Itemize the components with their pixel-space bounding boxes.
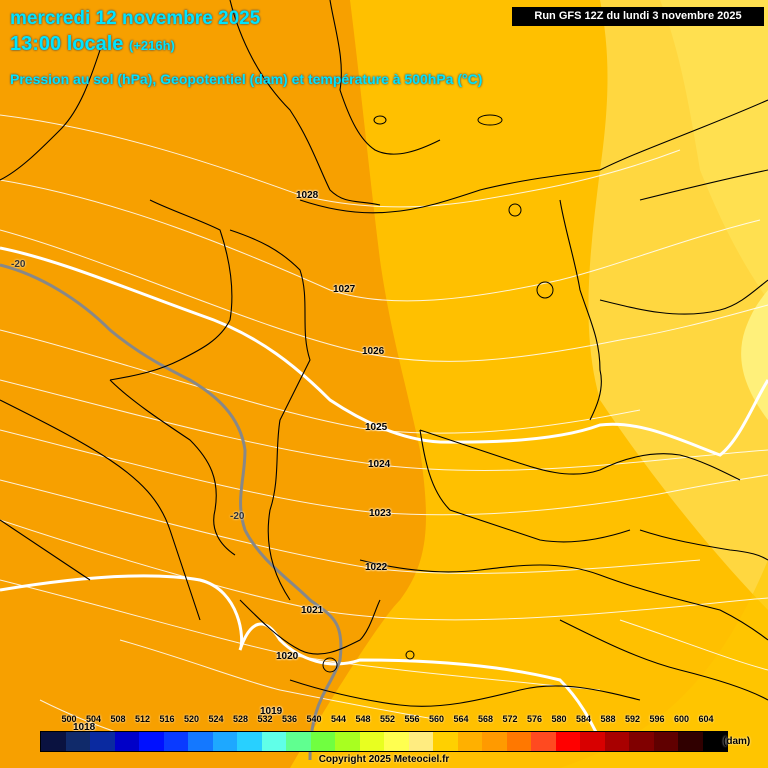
run-label: Run GFS 12Z du lundi 3 novembre 2025 [512, 7, 764, 26]
isobar-label: 1024 [368, 459, 391, 470]
scale-swatch [457, 732, 482, 751]
isobar-label: 1028 [296, 190, 319, 201]
scale-value: 532 [257, 714, 273, 724]
scale-swatch [629, 732, 654, 751]
scale-swatch [65, 732, 90, 751]
scale-value: 604 [698, 714, 714, 724]
temperature-label: -20 [230, 511, 245, 522]
scale-value: 508 [110, 714, 126, 724]
scale-value: 592 [624, 714, 641, 724]
scale-value: 584 [575, 714, 592, 724]
scale-value: 516 [159, 714, 175, 724]
scale-value: 528 [232, 714, 249, 724]
scale-value: 596 [649, 714, 665, 724]
scale-value: 512 [134, 714, 151, 724]
scale-value: 600 [673, 714, 690, 724]
scale-value: 588 [600, 714, 616, 724]
scale-swatch [384, 732, 409, 751]
scale-swatch [237, 732, 262, 751]
scale-swatch [335, 732, 360, 751]
scale-swatch [678, 732, 703, 751]
scale-unit: (dam) [723, 736, 751, 747]
scale-labels: 500 504 508 512 516 520 524 528 532 536 540 544 548 5… [0, 714, 768, 726]
scale-swatch [555, 732, 580, 751]
scale-swatch [531, 732, 556, 751]
scale-value: 580 [551, 714, 567, 724]
isotherm-white-south [0, 574, 602, 741]
scale-value: 500 [61, 714, 77, 724]
isobar-label: 1026 [362, 346, 385, 357]
isobar-label: 1018 [73, 722, 96, 733]
scale-swatch [702, 732, 727, 751]
scale-value: 552 [379, 714, 396, 724]
scale-swatch [286, 732, 311, 751]
scale-swatch [212, 732, 237, 751]
temperature-line [0, 263, 343, 761]
scale-swatch [114, 732, 139, 751]
scale-swatch [261, 732, 286, 751]
isobar-label: 1025 [365, 422, 388, 433]
scale-value: 560 [428, 714, 445, 724]
scale-value: 576 [526, 714, 543, 724]
forecast-date: mercredi 12 novembre 2025 [10, 8, 261, 29]
isobar-label: 1020 [276, 651, 299, 662]
scale-swatch [163, 732, 188, 751]
isobar-label: 1027 [333, 284, 356, 295]
scale-swatch [604, 732, 629, 751]
scale-value: 544 [330, 714, 347, 724]
forecast-offset: (+216h) [128, 38, 175, 53]
scale-swatch [310, 732, 335, 751]
scale-swatch [408, 732, 433, 751]
scale-value: 520 [183, 714, 200, 724]
scale-value: 504 [85, 714, 102, 724]
scale-value: 572 [502, 714, 518, 724]
scale-value: 524 [208, 714, 224, 724]
scale-swatch [90, 732, 115, 751]
isobar-label: 1022 [365, 562, 388, 573]
field-564 [560, 560, 768, 768]
scale-value: 548 [355, 714, 371, 724]
scale-swatch [506, 732, 531, 751]
scale-swatch [653, 732, 678, 751]
scale-value: 556 [404, 714, 420, 724]
isobar-label: 1021 [301, 605, 324, 616]
scale-swatch [359, 732, 384, 751]
scale-value: 540 [306, 714, 322, 724]
isobar-label: 1019 [260, 706, 283, 717]
forecast-time-text: 13:00 locale [10, 33, 124, 55]
scale-swatch [41, 732, 66, 751]
field-580 [741, 290, 768, 420]
scale-value: 568 [477, 714, 494, 724]
copyright: Copyright 2025 Meteociel.fr [318, 754, 450, 765]
scale-swatch [139, 732, 164, 751]
color-scale [40, 731, 728, 752]
parameter-description: Pression au sol (hPa), Geopotentiel (dam… [10, 71, 483, 87]
isobar-label: 1023 [369, 508, 392, 519]
scale-value: 564 [453, 714, 469, 724]
scale-swatch [482, 732, 507, 751]
isotherm-white [0, 246, 768, 457]
temperature-label: -20 [11, 259, 26, 270]
scale-value: 536 [281, 714, 298, 724]
scale-swatch [433, 732, 458, 751]
forecast-time: 13:00 locale (+216h) [10, 33, 175, 56]
scale-swatch [580, 732, 605, 751]
scale-swatch [188, 732, 213, 751]
